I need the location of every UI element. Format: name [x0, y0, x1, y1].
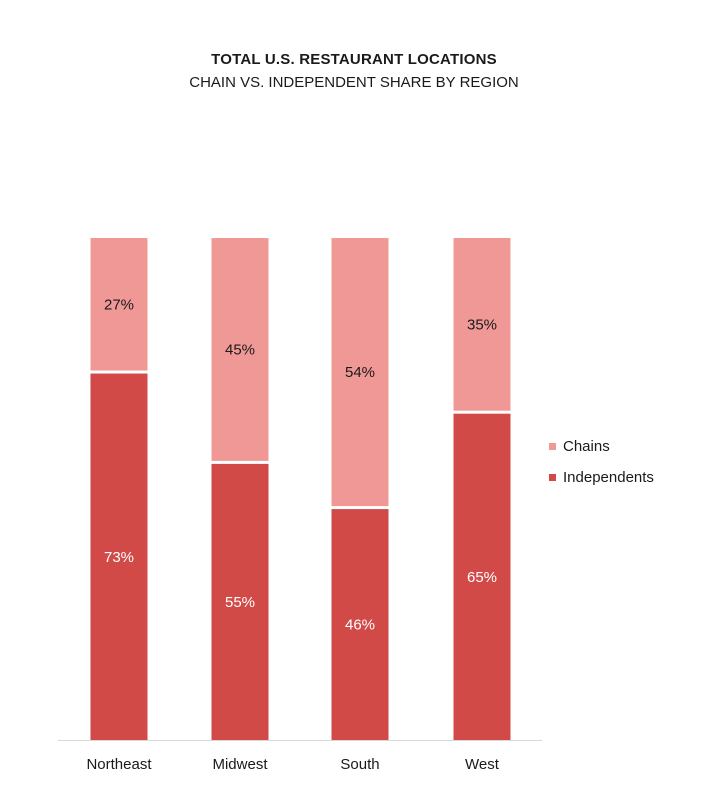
x-tick-label-south: South [340, 756, 379, 773]
data-label-chains-northeast: 27% [104, 296, 134, 313]
x-tick-label-northeast: Northeast [86, 756, 152, 773]
x-tick-label-west: West [465, 756, 500, 773]
bar-independents-midwest [211, 463, 269, 740]
bar-chains-south [331, 238, 389, 507]
data-label-independents-midwest: 55% [225, 594, 255, 611]
data-label-chains-midwest: 45% [225, 341, 255, 358]
data-label-independents-west: 65% [467, 569, 497, 586]
legend-swatch-independents [549, 473, 556, 481]
bar-independents-west [453, 413, 511, 740]
bar-chains-midwest [211, 238, 269, 461]
bar-independents-northeast [90, 373, 148, 740]
chart-title: TOTAL U.S. RESTAURANT LOCATIONS [211, 51, 497, 68]
data-label-chains-west: 35% [467, 316, 497, 333]
bar-chains-northeast [90, 238, 148, 371]
data-label-chains-south: 54% [345, 364, 375, 381]
chart-subtitle: CHAIN VS. INDEPENDENT SHARE BY REGION [189, 74, 519, 91]
data-label-independents-northeast: 73% [104, 549, 134, 566]
legend-label-independents: Independents [563, 468, 654, 486]
bar-chains-west [453, 238, 511, 411]
chart-title-block: TOTAL U.S. RESTAURANT LOCATIONS CHAIN VS… [0, 50, 708, 94]
chart-legend: Chains Independents [549, 435, 654, 497]
legend-item-chains: Chains [549, 435, 654, 457]
bar-independents-south [331, 509, 389, 740]
legend-label-chains: Chains [563, 437, 610, 455]
x-tick-label-midwest: Midwest [212, 756, 268, 773]
legend-item-independents: Independents [549, 466, 654, 488]
data-label-independents-south: 46% [345, 617, 375, 634]
legend-swatch-chains [549, 442, 556, 450]
